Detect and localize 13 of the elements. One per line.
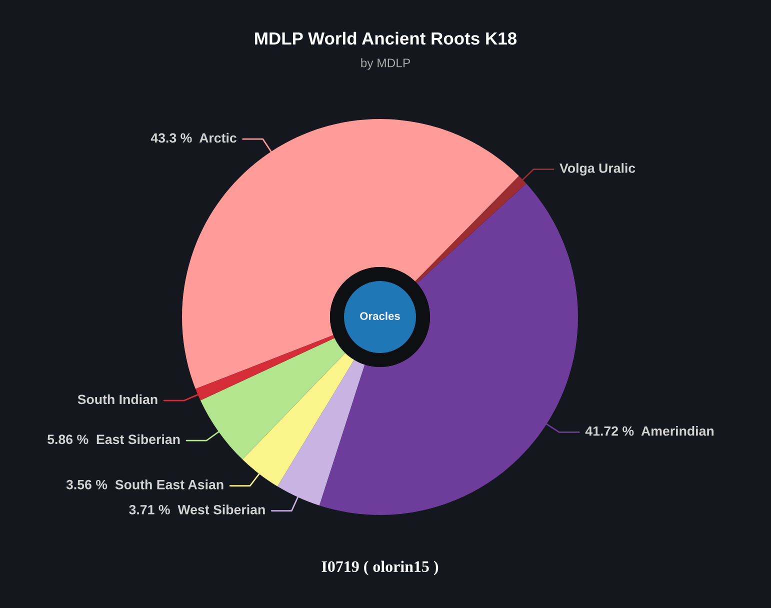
slice-label: 5.86 % East Siberian bbox=[48, 434, 180, 444]
slice-label: 3.71 % West Siberian bbox=[129, 504, 265, 514]
slice-label: 41.72 % Amerindian bbox=[585, 426, 714, 436]
text: I0719 ( olorin15 ) bbox=[322, 560, 438, 576]
slice-label: 43.3 % Arctic bbox=[150, 132, 236, 143]
chart-subtitle: by MDLP bbox=[361, 58, 410, 70]
text: Oracles bbox=[360, 312, 400, 320]
slice-label: Volga Uralic bbox=[560, 163, 636, 176]
slice-label: 3.56 % South East Asian bbox=[66, 480, 224, 490]
slice-label: South Indian bbox=[78, 394, 158, 404]
donut-slice bbox=[182, 119, 519, 389]
donut-slice bbox=[319, 184, 578, 515]
chart-title: MDLP World Ancient Roots K18 bbox=[255, 32, 517, 45]
